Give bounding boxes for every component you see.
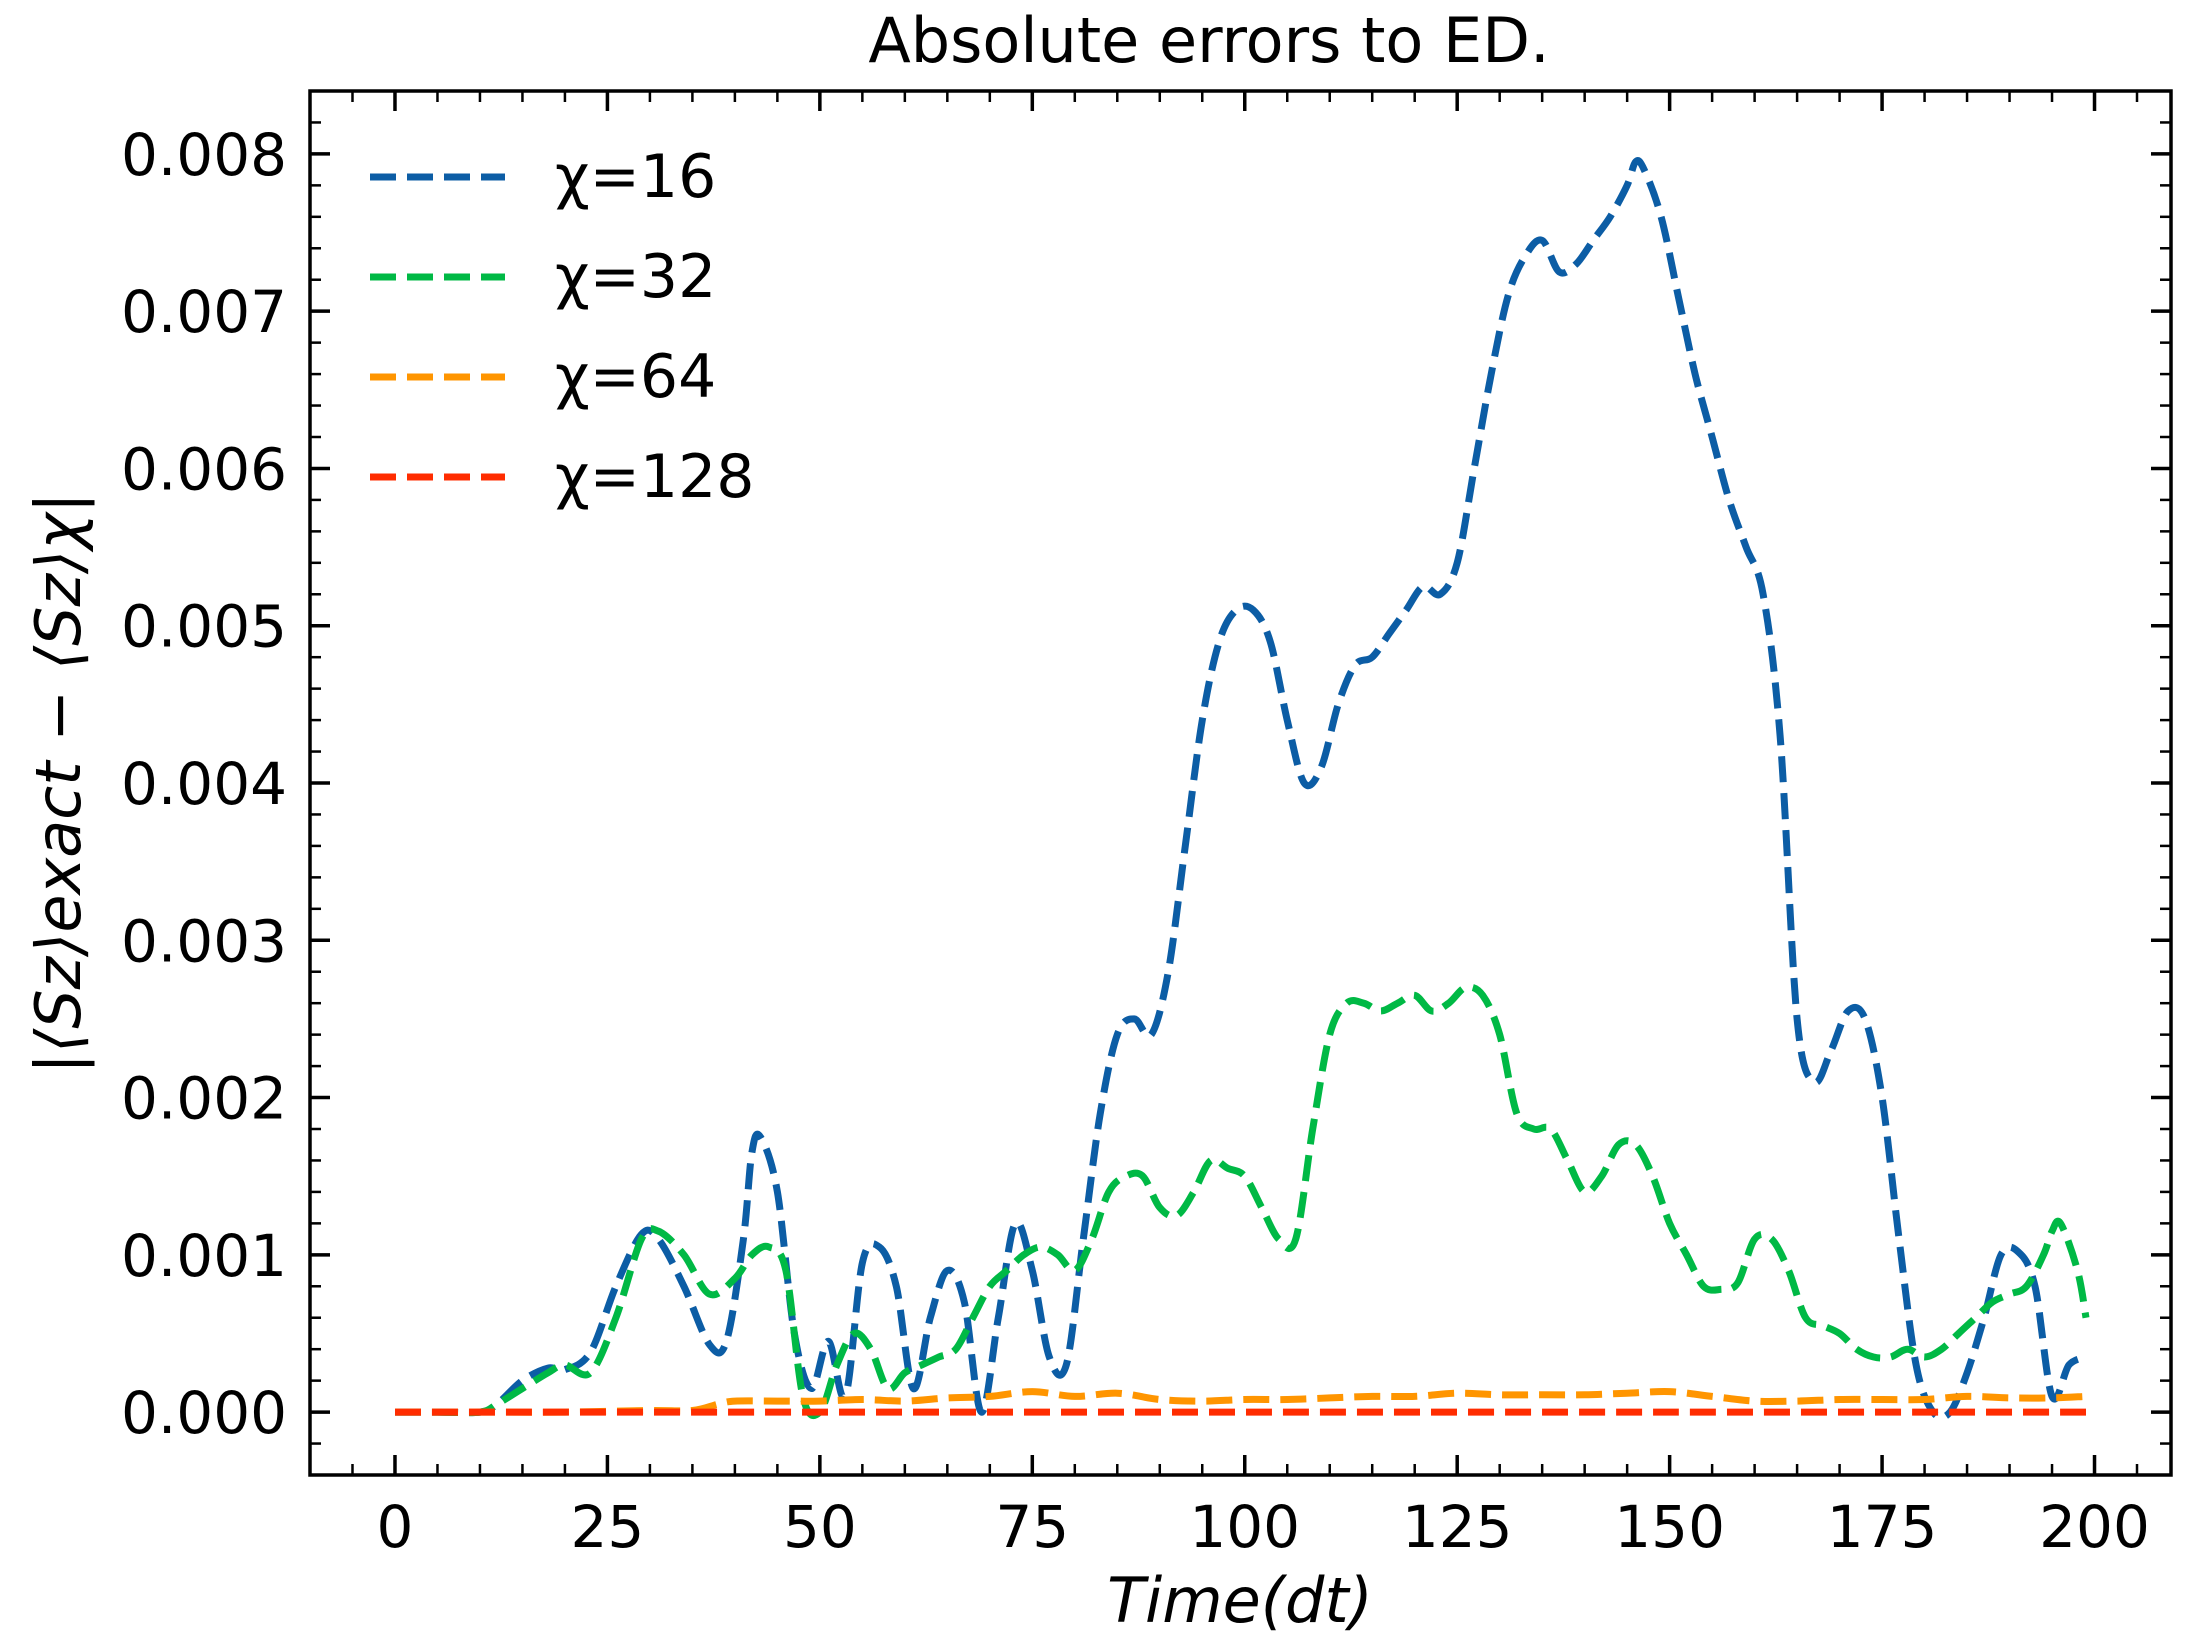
legend-label: χ=32: [555, 242, 716, 312]
y-tick-label: 0.007: [121, 278, 287, 346]
legend-label: χ=128: [555, 442, 754, 512]
x-tick-label: 75: [995, 1493, 1069, 1561]
y-axis-label: |⟨Sz⟩exact − ⟨Sz⟩χ|: [22, 492, 96, 1074]
x-tick-label: 25: [571, 1493, 645, 1561]
y-tick-label: 0.004: [121, 750, 287, 818]
y-tick-label: 0.003: [121, 907, 287, 975]
y-tick-label: 0.002: [121, 1065, 287, 1133]
series-layer: [395, 157, 2090, 1421]
legend: χ=16 χ=32 χ=64 χ=128: [370, 142, 754, 512]
legend-label: χ=64: [555, 342, 716, 412]
chart-title: Absolute errors to ED.: [868, 4, 1549, 77]
x-tick-label: 200: [2039, 1493, 2150, 1561]
series-line: [395, 1388, 2087, 1416]
y-tick-label: 0.000: [121, 1379, 287, 1447]
x-tick-label: 125: [1402, 1493, 1513, 1561]
y-tick-label: 0.005: [121, 593, 287, 661]
x-tick-label: 50: [783, 1493, 857, 1561]
axis-ticks: [310, 91, 2171, 1475]
x-axis-label: Time(dt): [1107, 1564, 1373, 1637]
x-tick-label: 150: [1614, 1493, 1725, 1561]
series-line: [395, 983, 2090, 1420]
x-tick-label: 175: [1827, 1493, 1938, 1561]
x-tick-label: 100: [1189, 1493, 1300, 1561]
x-tick-label: 0: [377, 1493, 414, 1561]
y-tick-label: 0.001: [121, 1222, 287, 1290]
y-tick-labels: 0.000 0.001 0.002 0.003 0.004 0.005 0.006 0.007…: [121, 121, 287, 1447]
x-tick-labels: 0 25 50 75 100 125 150 175 200: [377, 1493, 2150, 1561]
legend-label: χ=16: [555, 142, 716, 212]
y-tick-label: 0.008: [121, 121, 287, 189]
y-tick-label: 0.006: [121, 435, 287, 503]
series-line: [395, 157, 2088, 1421]
